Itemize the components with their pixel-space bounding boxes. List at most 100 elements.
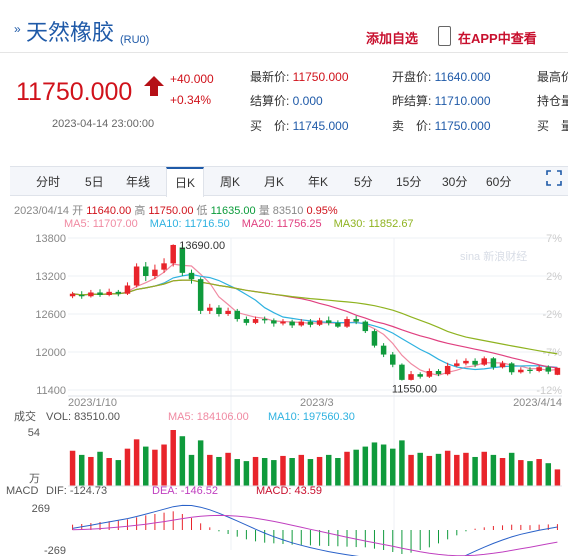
quote-field-value: 11710.000 <box>431 94 491 108</box>
tab-9[interactable]: 30分 <box>442 175 468 189</box>
volume-bar <box>261 458 268 486</box>
phone-icon[interactable] <box>438 26 451 46</box>
volume-bar <box>444 450 451 486</box>
quote-field: 昨结算: 11710.000 <box>392 92 491 109</box>
pct-tick-label: -12% <box>536 385 562 397</box>
add-watchlist-button[interactable]: 添加自选 <box>366 31 419 46</box>
macd-dif: DIF: -124.73 <box>46 485 107 497</box>
candle-body <box>435 371 442 375</box>
vol-max-label: 54 <box>28 427 40 439</box>
candle-body <box>115 291 122 294</box>
kline-chart[interactable]: 13800 7%13200 2%12600 -2%12000 -7%11400 -12%s… <box>0 230 568 556</box>
candle-body <box>335 322 341 327</box>
candle-body <box>399 364 405 380</box>
contract-code: (RU0) <box>120 34 150 46</box>
volume-bar <box>188 454 195 486</box>
quote-field: 最高价 <box>537 68 568 85</box>
volume-bar <box>170 430 176 486</box>
candle-body <box>88 292 94 297</box>
y-tick-label: 13200 <box>35 271 66 283</box>
quote-field-label: 最新价: <box>250 70 290 84</box>
volume-bar <box>280 455 286 486</box>
volume-bar <box>481 451 487 486</box>
up-arrow-icon <box>144 76 164 96</box>
quote-field-value: 0.000 <box>289 94 323 108</box>
candle-body <box>307 321 314 325</box>
volume-bar <box>124 448 131 486</box>
quote-field-value: 11640.000 <box>431 70 491 84</box>
candle-body <box>554 367 561 375</box>
tab-10[interactable]: 60分 <box>486 175 512 189</box>
view-in-app-button[interactable]: 在APP中查看 <box>458 31 537 46</box>
candle-body <box>271 320 277 324</box>
volume-bar <box>69 450 76 486</box>
candle-body <box>106 291 112 295</box>
volume-bar <box>508 452 515 486</box>
x-tick-label: 2023/3 <box>300 397 334 409</box>
candle-body <box>197 279 204 311</box>
pct-tick-label: 7% <box>546 233 562 245</box>
price-change-percent: +0.34% <box>170 93 212 107</box>
volume-bar <box>390 448 396 486</box>
volume-bar <box>216 456 222 486</box>
volume-bar <box>435 453 442 486</box>
ma-legend-item: MA10: 11716.50 <box>149 218 230 230</box>
tab-6[interactable]: 年K <box>308 175 329 189</box>
tab-0[interactable]: 分时 <box>36 175 61 189</box>
macd-bottom-label: -269 <box>44 545 66 556</box>
tab-8[interactable]: 15分 <box>396 175 422 189</box>
macd-top-label: 269 <box>32 503 50 515</box>
volume-bar <box>271 460 277 486</box>
candle-body <box>280 321 286 324</box>
volume-bar <box>527 461 533 486</box>
candle-body <box>124 285 131 294</box>
candle-body <box>536 367 542 371</box>
tab-2[interactable]: 年线 <box>126 175 151 189</box>
page-title: 天然橡胶 <box>26 20 115 45</box>
tab-1[interactable]: 5日 <box>85 175 104 189</box>
fullscreen-icon[interactable] <box>546 170 562 186</box>
tab-7[interactable]: 5分 <box>354 175 373 189</box>
candle-body <box>518 369 524 373</box>
volume-bar <box>399 440 405 486</box>
volume-bar <box>143 446 149 486</box>
candle-body <box>454 363 460 366</box>
candle-body <box>481 358 487 365</box>
candle-body <box>353 319 359 322</box>
volume-bar <box>417 452 423 486</box>
quote-field-label: 昨结算: <box>392 94 432 108</box>
ma10-line <box>72 273 558 371</box>
volume-bar <box>106 458 112 486</box>
candle-body <box>408 374 414 380</box>
candle-body <box>133 266 140 286</box>
quote-field-value: 11750.000 <box>289 70 349 84</box>
tab-5[interactable]: 月K <box>264 175 285 189</box>
y-tick-label: 12000 <box>35 347 66 359</box>
volume-bar <box>115 460 122 486</box>
quote-field-value: 11750.000 <box>431 119 491 133</box>
volume-bar <box>133 439 140 486</box>
volume-bar <box>88 456 94 486</box>
candle-body <box>390 354 396 365</box>
quote-field-value: 11745.000 <box>289 119 349 133</box>
candle-body <box>188 272 195 280</box>
quote-field: 开盘价: 11640.000 <box>392 68 491 85</box>
candle-body <box>243 319 250 323</box>
quote-field-label: 卖 价: <box>392 119 432 133</box>
tab-4[interactable]: 周K <box>220 175 241 189</box>
volume-bar <box>353 449 359 486</box>
volume-bar <box>325 454 332 486</box>
volume-bar <box>536 459 542 486</box>
tab-3[interactable]: 日K <box>166 167 205 197</box>
candle-body <box>261 319 268 321</box>
vol-ma10: MA10: 197560.30 <box>268 411 355 423</box>
volume-bar <box>344 451 350 486</box>
volume-bar <box>463 452 469 486</box>
y-tick-label: 13800 <box>35 233 66 245</box>
volume-bar <box>298 454 305 486</box>
candle-body <box>97 292 103 295</box>
candle-body <box>170 244 176 264</box>
ma-legend-item: MA30: 11852.67 <box>333 218 414 230</box>
period-tabs: 分时 5日 年线 日K 周K 月K 年K 5分 15分 30分 60分 <box>10 166 568 197</box>
macd-title: MACD <box>6 485 38 497</box>
